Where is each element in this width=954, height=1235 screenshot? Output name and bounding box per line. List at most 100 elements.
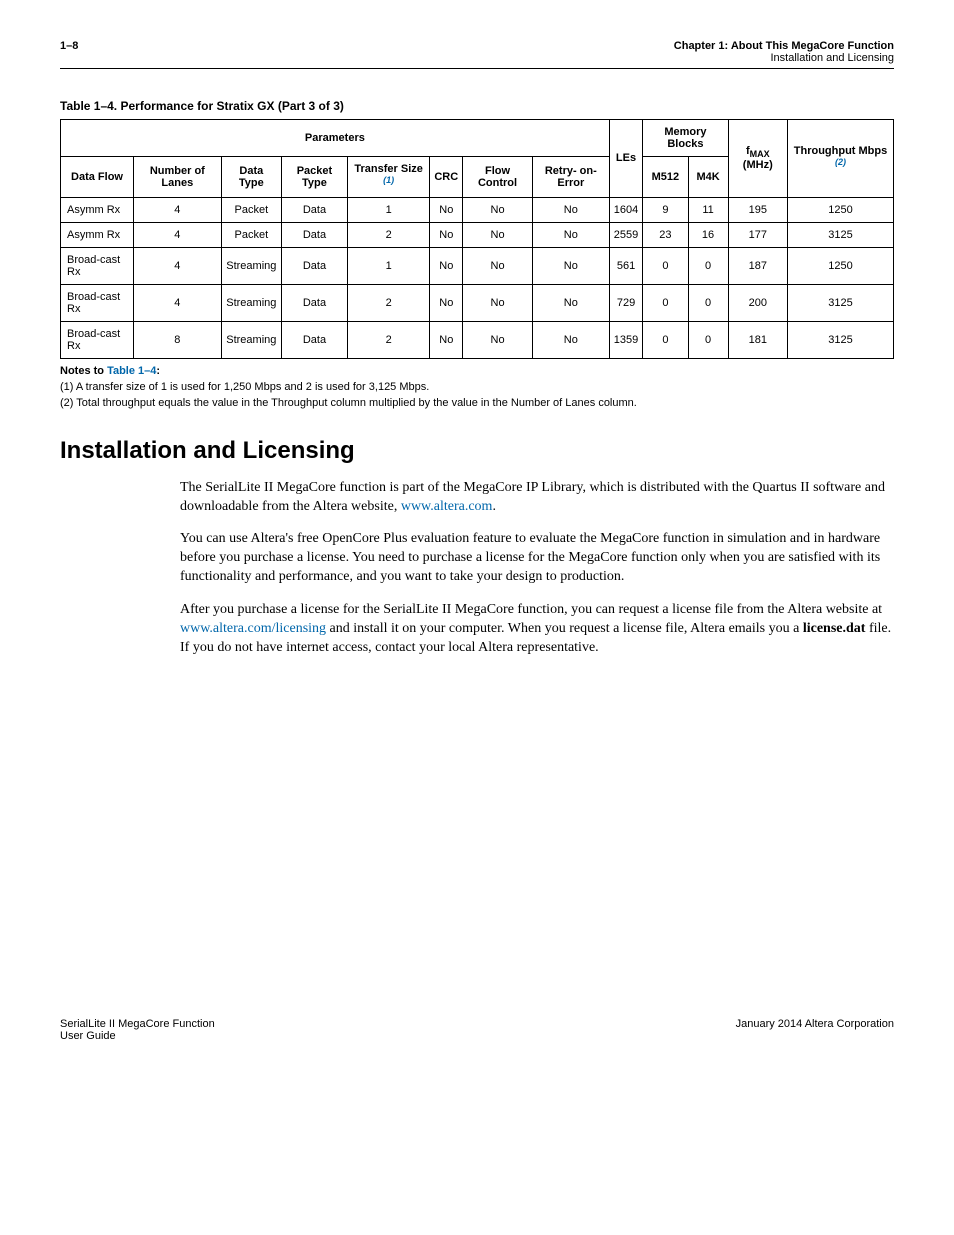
chapter-subsection: Installation and Licensing <box>674 52 894 64</box>
cell: No <box>532 222 609 247</box>
th-crc: CRC <box>430 157 463 198</box>
th-data-type: Data Type <box>221 157 281 198</box>
performance-table: Parameters LEs Memory Blocks fMAX (MHz) … <box>60 119 894 359</box>
cell: No <box>430 197 463 222</box>
cell: No <box>532 197 609 222</box>
cell: No <box>430 321 463 358</box>
cell: 729 <box>609 284 642 321</box>
cell: 181 <box>728 321 787 358</box>
th-num-lanes: Number of Lanes <box>134 157 222 198</box>
cell: 0 <box>688 247 728 284</box>
cell: 0 <box>688 284 728 321</box>
table-body: Asymm Rx 4 Packet Data 1 No No No 1604 9… <box>61 197 894 358</box>
body-paragraph: The SerialLite II MegaCore function is p… <box>180 479 894 517</box>
page-header: 1–8 Chapter 1: About This MegaCore Funct… <box>60 40 894 69</box>
table-row: Broad-cast Rx 4 Streaming Data 2 No No N… <box>61 284 894 321</box>
cell: No <box>463 321 533 358</box>
cell: 195 <box>728 197 787 222</box>
th-packet-type: Packet Type <box>282 157 348 198</box>
cell: No <box>463 284 533 321</box>
cell: 0 <box>643 321 688 358</box>
cell: 1250 <box>788 197 894 222</box>
cell: 2 <box>347 321 429 358</box>
cell: 23 <box>643 222 688 247</box>
cell: No <box>430 247 463 284</box>
cell: Asymm Rx <box>61 222 134 247</box>
table-header-row-1: Parameters LEs Memory Blocks fMAX (MHz) … <box>61 120 894 157</box>
chapter-title: Chapter 1: About This MegaCore Function <box>674 40 894 52</box>
table-row: Asymm Rx 4 Packet Data 2 No No No 2559 2… <box>61 222 894 247</box>
cell: 4 <box>134 284 222 321</box>
cell: Packet <box>221 222 281 247</box>
cell: No <box>430 222 463 247</box>
cell: 4 <box>134 222 222 247</box>
table-row: Broad-cast Rx 8 Streaming Data 2 No No N… <box>61 321 894 358</box>
cell: 177 <box>728 222 787 247</box>
th-parameters: Parameters <box>61 120 610 157</box>
cell: 0 <box>643 247 688 284</box>
th-retry: Retry- on-Error <box>532 157 609 198</box>
body-paragraph: After you purchase a license for the Ser… <box>180 601 894 658</box>
cell: Data <box>282 284 348 321</box>
cell: 1 <box>347 197 429 222</box>
cell: Broad-cast Rx <box>61 321 134 358</box>
table-note: (1) A transfer size of 1 is used for 1,2… <box>60 381 894 393</box>
footer-right: January 2014 Altera Corporation <box>736 1018 894 1042</box>
cell: 11 <box>688 197 728 222</box>
cell: 1250 <box>788 247 894 284</box>
th-fmax: fMAX (MHz) <box>728 120 787 198</box>
cell: 200 <box>728 284 787 321</box>
cell: 1604 <box>609 197 642 222</box>
cell: 2 <box>347 284 429 321</box>
cell: Streaming <box>221 321 281 358</box>
th-m4k: M4K <box>688 157 728 198</box>
table-notes-head: Notes to Table 1–4: <box>60 365 894 377</box>
cell: 2559 <box>609 222 642 247</box>
cell: Streaming <box>221 247 281 284</box>
header-right: Chapter 1: About This MegaCore Function … <box>674 40 894 64</box>
th-transfer-size: Transfer Size (1) <box>347 157 429 198</box>
th-flow-control: Flow Control <box>463 157 533 198</box>
cell: No <box>532 247 609 284</box>
table-note: (2) Total throughput equals the value in… <box>60 397 894 409</box>
license-file: license.dat <box>803 621 866 636</box>
licensing-link[interactable]: www.altera.com/licensing <box>180 621 326 636</box>
cell: No <box>463 247 533 284</box>
cell: 16 <box>688 222 728 247</box>
cell: 0 <box>688 321 728 358</box>
footer-left: SerialLite II MegaCore Function User Gui… <box>60 1018 215 1042</box>
cell: 4 <box>134 197 222 222</box>
cell: 3125 <box>788 321 894 358</box>
cell: 9 <box>643 197 688 222</box>
cell: 1359 <box>609 321 642 358</box>
th-data-flow: Data Flow <box>61 157 134 198</box>
cell: No <box>532 284 609 321</box>
cell: 3125 <box>788 222 894 247</box>
page: 1–8 Chapter 1: About This MegaCore Funct… <box>0 0 954 1072</box>
cell: 3125 <box>788 284 894 321</box>
cell: Data <box>282 247 348 284</box>
table-row: Broad-cast Rx 4 Streaming Data 1 No No N… <box>61 247 894 284</box>
cell: Data <box>282 321 348 358</box>
cell: 2 <box>347 222 429 247</box>
cell: Data <box>282 197 348 222</box>
cell: No <box>532 321 609 358</box>
cell: Asymm Rx <box>61 197 134 222</box>
th-m512: M512 <box>643 157 688 198</box>
page-number: 1–8 <box>60 40 78 64</box>
table-ref-link[interactable]: Table 1–4 <box>107 365 156 377</box>
altera-link[interactable]: www.altera.com <box>401 499 493 514</box>
cell: Broad-cast Rx <box>61 247 134 284</box>
cell: 1 <box>347 247 429 284</box>
cell: Broad-cast Rx <box>61 284 134 321</box>
th-les: LEs <box>609 120 642 198</box>
th-throughput: Throughput Mbps (2) <box>788 120 894 198</box>
section-heading: Installation and Licensing <box>60 437 894 465</box>
cell: No <box>463 197 533 222</box>
cell: 187 <box>728 247 787 284</box>
cell: 4 <box>134 247 222 284</box>
cell: 8 <box>134 321 222 358</box>
body-paragraph: You can use Altera's free OpenCore Plus … <box>180 530 894 587</box>
table-caption: Table 1–4. Performance for Stratix GX (P… <box>60 99 894 113</box>
table-row: Asymm Rx 4 Packet Data 1 No No No 1604 9… <box>61 197 894 222</box>
